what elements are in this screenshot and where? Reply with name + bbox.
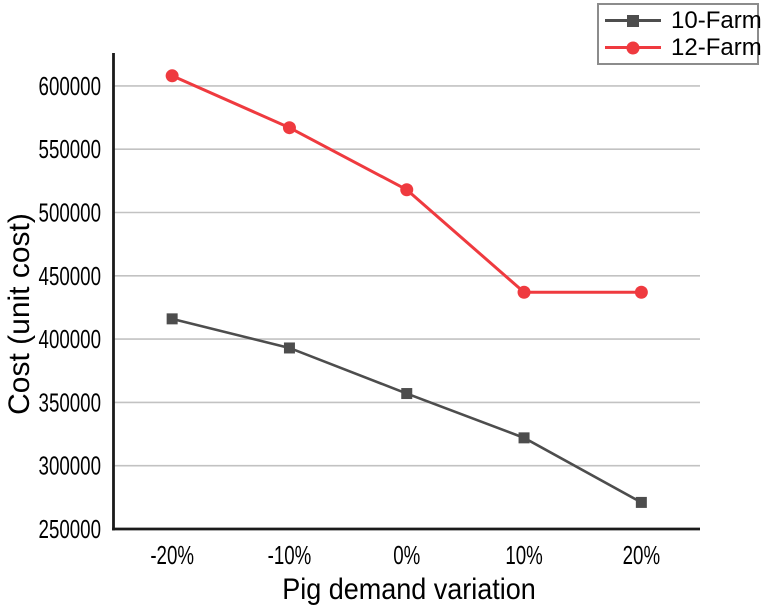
legend-item-10-farm: 10-Farm <box>605 7 762 34</box>
y-tick-label: 400000 <box>39 324 101 354</box>
x-tick-label: -10% <box>268 540 312 570</box>
series-layer <box>165 69 648 508</box>
circle-marker-icon <box>626 41 640 54</box>
legend-sample-12-farm <box>605 40 661 56</box>
data-point-circle <box>165 69 179 83</box>
data-point-square <box>283 342 295 354</box>
y-tick-label: 300000 <box>39 451 101 481</box>
grid-layer <box>113 85 700 467</box>
x-tick-label: 0% <box>393 540 420 570</box>
data-point-circle <box>282 121 296 135</box>
y-tick-label: 450000 <box>39 261 101 291</box>
data-point-square <box>635 496 647 508</box>
legend-sample-10-farm <box>605 13 661 29</box>
data-point-square <box>401 388 413 400</box>
square-marker-icon <box>627 14 639 27</box>
y-tick-label: 500000 <box>39 197 101 227</box>
y-tick-label: 250000 <box>39 514 101 544</box>
axis-layer: 250000 300000 350000 400000 450000 500000 5500… <box>39 53 700 570</box>
legend-item-12-farm: 12-Farm <box>605 34 762 61</box>
y-tick-label: 600000 <box>39 71 101 101</box>
series-line-10-farm <box>171 317 642 504</box>
legend: 10-Farm 12-Farm <box>597 3 762 65</box>
x-axis-title: Pig demand variation <box>282 573 535 606</box>
data-point-circle <box>400 183 414 197</box>
data-point-circle <box>634 285 648 299</box>
y-tick-label: 350000 <box>39 387 101 417</box>
data-point-circle <box>517 285 531 299</box>
legend-label-12-farm: 12-Farm <box>671 33 762 61</box>
legend-label-10-farm: 10-Farm <box>671 6 762 34</box>
x-tick-label: -20% <box>150 540 194 570</box>
data-point-square <box>166 313 178 325</box>
y-axis-title: Cost (unit cost) <box>3 213 36 415</box>
x-tick-label: 10% <box>505 540 542 570</box>
data-point-square <box>518 432 530 444</box>
x-tick-label: 20% <box>623 540 660 570</box>
y-tick-label: 550000 <box>39 134 101 164</box>
